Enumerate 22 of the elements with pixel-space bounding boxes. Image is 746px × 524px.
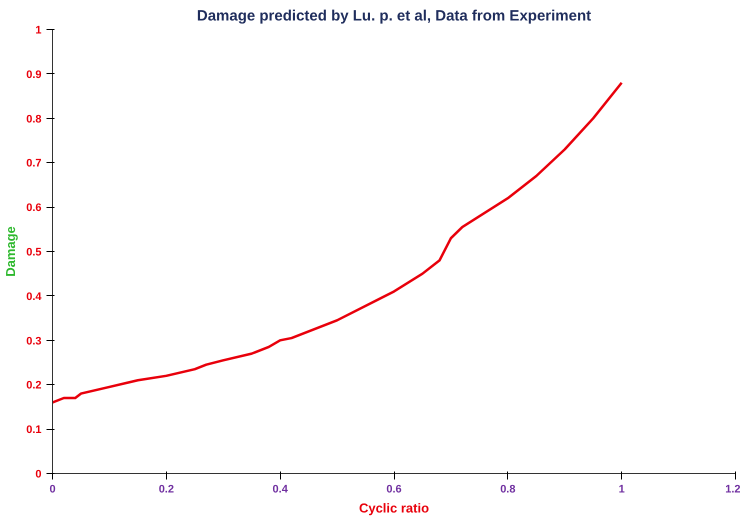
line-series bbox=[52, 82, 623, 404]
chart-title: Damage predicted by Lu. p. et al, Data from Experiment bbox=[196, 8, 592, 24]
x-tick-label: 0.8 bbox=[500, 484, 516, 496]
x-tick-label: 0.2 bbox=[158, 484, 174, 496]
y-axis-title: Damage bbox=[3, 226, 18, 277]
y-tick-label: 1 bbox=[35, 24, 42, 36]
y-tick-label: 0.6 bbox=[26, 202, 42, 214]
x-tick-label: 0 bbox=[49, 484, 56, 496]
y-tick-label: 0.8 bbox=[26, 113, 42, 126]
y-tick-label: 0.3 bbox=[26, 335, 42, 348]
y-tick-label: 0.9 bbox=[26, 68, 42, 81]
x-tick-label: 1.2 bbox=[725, 484, 741, 496]
y-tick-label: 0.5 bbox=[26, 246, 42, 258]
x-tick-label: 0.6 bbox=[386, 484, 402, 496]
x-tick-label: 0.4 bbox=[272, 484, 289, 496]
x-tick-label: 1 bbox=[618, 484, 625, 496]
y-tick-label: 0 bbox=[35, 468, 42, 480]
y-tick-label: 0.7 bbox=[26, 158, 42, 170]
x-axis-title: Cyclic ratio bbox=[358, 500, 430, 516]
y-tick-label: 0.4 bbox=[26, 290, 42, 303]
y-tick-label: 0.2 bbox=[26, 380, 42, 392]
y-tick-label: 0.1 bbox=[26, 424, 42, 436]
